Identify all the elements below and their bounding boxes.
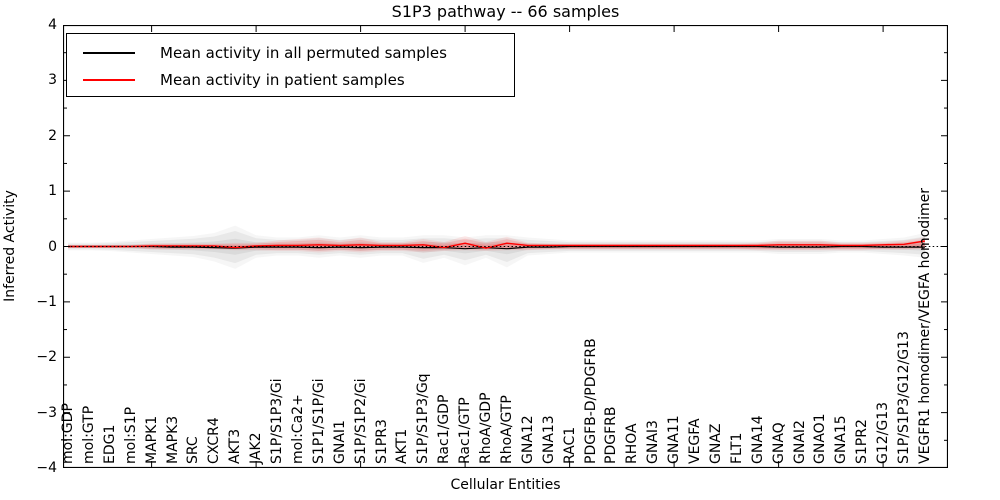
x-entity-label: mol:Ca2+ [289,394,306,464]
x-entity-label: S1P1/S1P/Gi [310,378,327,464]
y-tick-label: −2 [36,349,57,366]
x-entity-label: FLT1 [728,432,745,464]
x-entity-label: mol:S1P [122,406,139,464]
x-entity-label: S1PR3 [373,419,390,464]
y-tick-label: 0 [48,238,57,255]
x-entity-label: mol:GDP [60,403,76,464]
y-tick-label: −3 [36,404,57,421]
x-entity-label: SRC [185,436,202,464]
y-tick-label: −1 [36,293,57,310]
x-entity-label: RHOA [624,423,641,464]
legend-label-permuted: Mean activity in all permuted samples [160,43,447,62]
x-entity-label: JAK2 [248,432,265,464]
x-entity-label: GNAO1 [812,413,829,464]
y-tick-label: −4 [36,460,57,476]
y-tick-label: 3 [48,72,57,89]
patient-sample-spread-band [68,238,925,251]
x-entity-label: MAPK3 [164,415,181,464]
x-entity-label: GNA15 [833,415,850,464]
x-entity-label: RhoA/GDP [478,392,494,464]
legend-line-sample-red [83,78,135,81]
x-entity-label: VEGFR1 homodimer/VEGFA homodimer [916,187,933,464]
x-entity-label: RAC1 [561,426,578,464]
x-entity-label: GNA14 [749,415,766,464]
x-entity-label: GNAI3 [645,420,662,464]
y-tick-label: 4 [48,17,57,33]
x-entity-label: AKT1 [394,428,411,464]
x-entity-label: S1P/S1P3/Gq [415,373,432,464]
axes-frame [63,25,948,468]
patient-mean-line [68,240,926,249]
x-entity-label: PDGFRB [603,406,620,464]
x-entity-label: Rac1/GTP [457,397,474,464]
x-entity-label: AKT3 [227,428,244,464]
x-entity-label: GNAQ [770,422,787,464]
x-entity-label: S1PR2 [854,419,871,464]
x-entity-label: GNAI1 [331,420,348,464]
permuted-mean-line [68,245,925,250]
patient-sample-spread-band [68,236,925,253]
x-entity-label: GNAZ [707,423,724,465]
permuted-sample-spread-band [68,225,925,269]
x-entity-label: S1P/S1P3/Gi [269,378,285,464]
x-entity-label: EDG1 [101,424,118,464]
x-entity-label: mol:GTP [80,405,97,464]
x-entity-label: S1P/S1P3/G12/G13 [896,331,912,464]
legend-label-patient: Mean activity in patient samples [160,70,405,89]
legend-line-sample-black [83,51,135,54]
legend-item-patient: Mean activity in patient samples [83,66,514,93]
plot-area [63,25,948,468]
x-entity-label: GNA11 [666,415,683,464]
y-tick-label: 2 [48,127,57,144]
x-entity-label: RhoA/GTP [498,395,515,464]
legend-item-permuted: Mean activity in all permuted samples [83,39,514,66]
x-entity-label: G12/G13 [875,401,892,464]
x-entity-label: MAPK1 [143,415,160,464]
x-axis-label: Cellular Entities [450,477,561,493]
legend-box: Mean activity in all permuted samples Me… [66,33,515,97]
x-entity-label: GNA13 [540,415,557,464]
chart-title: S1P3 pathway -- 66 samples [391,2,620,21]
x-entity-label: VEGFA [687,418,703,464]
x-entity-label: GNA12 [519,415,536,464]
x-entity-label: PDGFB-D/PDGFRB [582,338,599,464]
x-entity-label: Rac1/GDP [436,394,453,464]
x-entity-label: S1P/S1P2/Gi [352,378,369,464]
x-entity-label: CXCR4 [206,417,223,464]
x-entity-label: GNAI2 [791,420,808,464]
y-tick-label: 1 [48,183,57,200]
